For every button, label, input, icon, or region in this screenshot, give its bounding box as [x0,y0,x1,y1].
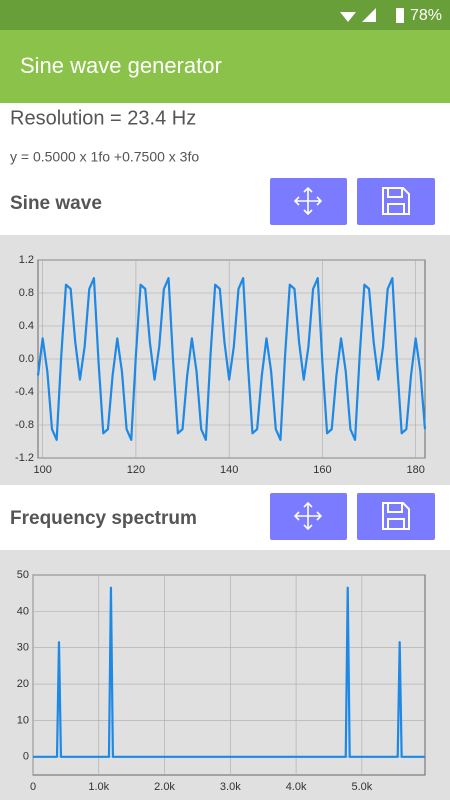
wifi-icon [340,12,356,22]
signal-icon [362,8,376,22]
formula: y = 0.5000 x 1fo +0.7500 x 3fo [10,149,199,165]
x-tick-label: 5.0k [351,781,372,793]
y-tick-label: 50 [17,569,29,581]
save-button[interactable] [357,493,435,540]
y-tick-label: 1.2 [19,254,34,266]
y-tick-label: 40 [17,605,29,617]
section-title: Frequency spectrum [10,508,197,529]
section-title: Sine wave [10,193,102,214]
save-button[interactable] [357,178,435,225]
x-tick-label: 140 [220,464,238,476]
y-tick-label: 0.0 [19,353,34,365]
app-bar [0,30,450,103]
fit-button[interactable] [270,178,347,225]
y-tick-label: -0.8 [15,419,34,431]
y-tick-label: 30 [17,642,29,654]
data-line [33,586,425,758]
button-bg[interactable] [357,493,435,540]
x-tick-label: 180 [406,464,424,476]
save-icon [382,502,410,530]
battery-text: 78% [410,7,442,24]
status-bar [0,0,450,30]
x-tick-label: 1.0k [88,781,109,793]
battery-icon [396,8,404,23]
x-tick-label: 160 [313,464,331,476]
chart-bg [0,550,450,800]
y-tick-label: -0.4 [15,386,34,398]
x-tick-label: 120 [127,464,145,476]
fit-button[interactable] [270,493,347,540]
move-icon [293,186,323,216]
x-tick-label: 4.0k [286,781,307,793]
y-tick-label: 0.4 [19,320,34,332]
y-tick-label: 20 [17,678,29,690]
app-title: Sine wave generator [20,53,222,78]
x-tick-label: 0 [30,781,36,793]
resolution: Resolution = 23.4 Hz [10,107,196,129]
x-tick-label: 100 [33,464,51,476]
move-icon [293,501,323,531]
button-bg[interactable] [357,178,435,225]
save-icon [382,187,410,215]
y-tick-label: 0 [23,751,29,763]
data-line [36,277,427,441]
chart-bg [0,235,450,485]
y-tick-label: 10 [17,714,29,726]
x-tick-label: 2.0k [154,781,175,793]
x-tick-label: 3.0k [220,781,241,793]
y-tick-label: 0.8 [19,287,34,299]
y-tick-label: -1.2 [15,452,34,464]
